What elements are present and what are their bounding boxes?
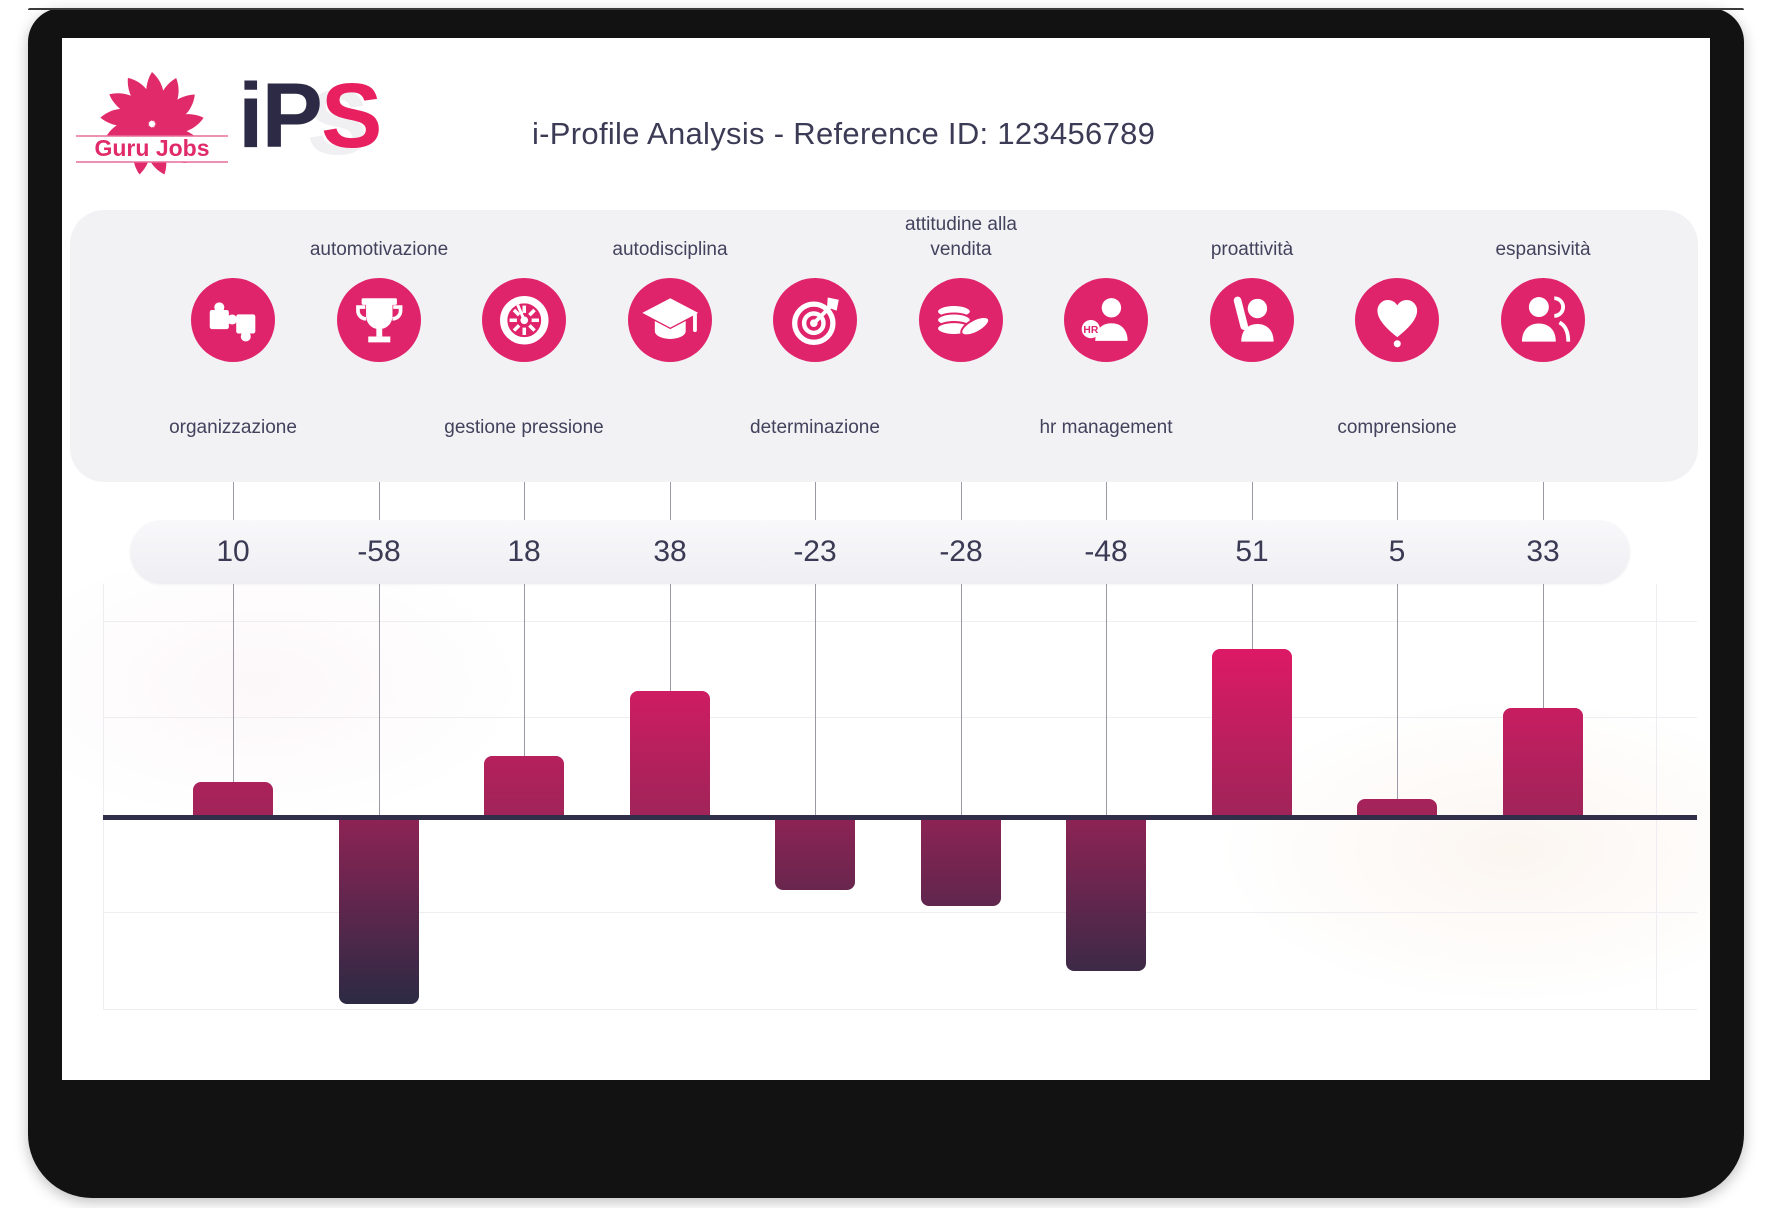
gridline <box>103 912 1697 913</box>
score-bar <box>1212 649 1292 815</box>
logo-text: Guru Jobs <box>94 135 209 161</box>
category-label: gestione pressione <box>444 417 604 438</box>
category-label: comprensione <box>1337 417 1457 438</box>
gauge-icon <box>482 278 566 362</box>
score-bar <box>484 756 564 815</box>
values-pill <box>130 520 1630 584</box>
score-bar <box>630 691 710 815</box>
page-title: i-Profile Analysis - Reference ID: 12345… <box>532 116 1156 151</box>
connector-line <box>379 482 380 520</box>
category-label: hr management <box>1039 417 1173 438</box>
score-value: 38 <box>653 535 687 568</box>
score-value: -23 <box>793 535 837 568</box>
connector-line <box>233 482 234 520</box>
connector-line <box>1543 482 1544 520</box>
score-value: 10 <box>216 535 250 568</box>
connector-line <box>379 584 380 815</box>
report-screen: Guru Jobs iPS i-Profile Analysis - Refer… <box>62 38 1710 1080</box>
zero-baseline <box>103 815 1697 820</box>
score-value: -48 <box>1084 535 1128 568</box>
connector-line <box>1543 584 1544 815</box>
score-bar <box>1066 815 1146 971</box>
guru-jobs-logo: Guru Jobs <box>76 72 228 175</box>
category-label: espansività <box>1495 238 1591 260</box>
connector-line <box>1106 482 1107 520</box>
connector-line <box>233 584 234 815</box>
score-value: 5 <box>1388 535 1406 568</box>
category-label: organizzazione <box>169 417 297 438</box>
gridline <box>103 621 1697 622</box>
coins-icon <box>919 278 1003 362</box>
score-bar <box>921 815 1001 906</box>
connector-line <box>815 482 816 520</box>
trophy-icon <box>337 278 421 362</box>
svg-text:HR: HR <box>1083 325 1098 336</box>
category-label: determinazione <box>750 417 880 438</box>
puzzle-icon <box>191 278 275 362</box>
connector-line <box>815 584 816 815</box>
category-label: autodisciplina <box>612 238 728 260</box>
score-value: 18 <box>507 535 541 568</box>
connector-line <box>961 584 962 815</box>
score-value: 51 <box>1235 535 1269 568</box>
heart-icon <box>1355 278 1439 362</box>
score-bar <box>339 815 419 1004</box>
score-bar <box>193 782 273 815</box>
brand-ips: iPS <box>238 65 382 167</box>
connector-line <box>961 482 962 520</box>
gridline <box>103 1009 1697 1010</box>
graduation-cap-icon <box>628 278 712 362</box>
score-value: 33 <box>1526 535 1560 568</box>
category-label: automotivazione <box>309 238 449 260</box>
gridline <box>103 584 104 1009</box>
connector-line <box>1252 482 1253 520</box>
raised-hand-icon <box>1210 278 1294 362</box>
score-value: -58 <box>357 535 401 568</box>
brand-s: S <box>320 65 382 167</box>
gridline <box>1656 584 1657 1009</box>
connector-line <box>524 482 525 520</box>
hr-person-icon: HR <box>1064 278 1148 362</box>
score-bar <box>1357 799 1437 815</box>
score-value: -28 <box>939 535 983 568</box>
brand-ip: iP <box>238 65 323 167</box>
connector-line <box>1397 584 1398 815</box>
people-icon <box>1501 278 1585 362</box>
connector-line <box>524 584 525 815</box>
category-label: attitudine alla vendita <box>905 214 1017 260</box>
target-icon <box>773 278 857 362</box>
connector-line <box>1397 482 1398 520</box>
gridline <box>103 717 1697 718</box>
score-bar <box>1503 708 1583 815</box>
score-bar <box>775 815 855 890</box>
connector-line <box>670 482 671 520</box>
category-label: proattività <box>1210 238 1294 260</box>
connector-line <box>1106 584 1107 815</box>
